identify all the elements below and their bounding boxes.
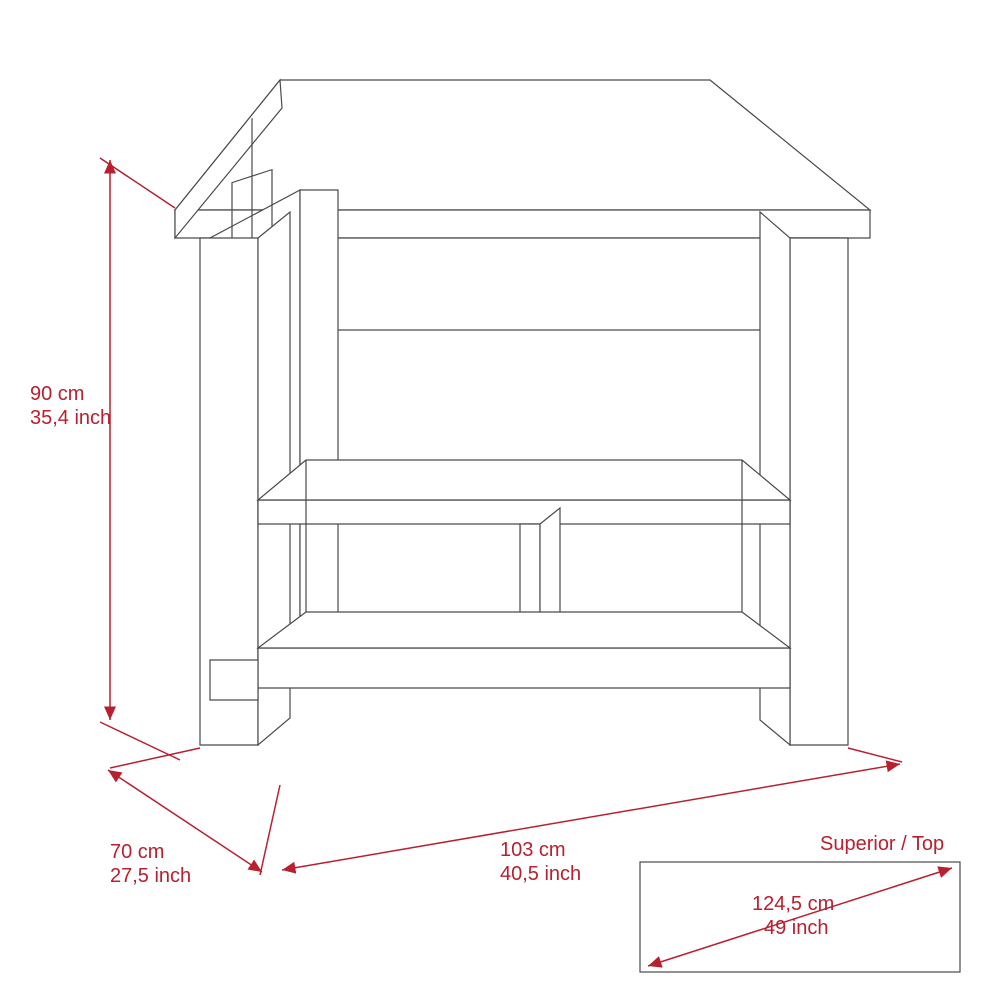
top-detail-title: Superior / Top [820,833,944,855]
top-detail: Superior / Top 124,5 cm 49 inch [640,833,960,972]
dim-diag-inch: 49 inch [764,917,829,939]
dim-height-inch: 35,4 inch [30,407,111,429]
dim-height-cm: 90 cm [30,383,84,405]
dim-height: 90 cm 35,4 inch [30,158,180,760]
dim-depth-inch: 27,5 inch [110,865,191,887]
dimension-diagram: 90 cm 35,4 inch 70 cm 27,5 inch 103 cm 4… [0,0,1000,1000]
dim-depth-cm: 70 cm [110,841,164,863]
dim-width-cm: 103 cm [500,839,566,861]
dim-diag-cm: 124,5 cm [752,893,834,915]
dim-width-inch: 40,5 inch [500,863,581,885]
dim-depth: 70 cm 27,5 inch [108,748,280,887]
dim-width: 103 cm 40,5 inch [282,748,902,885]
furniture-drawing [175,80,870,745]
